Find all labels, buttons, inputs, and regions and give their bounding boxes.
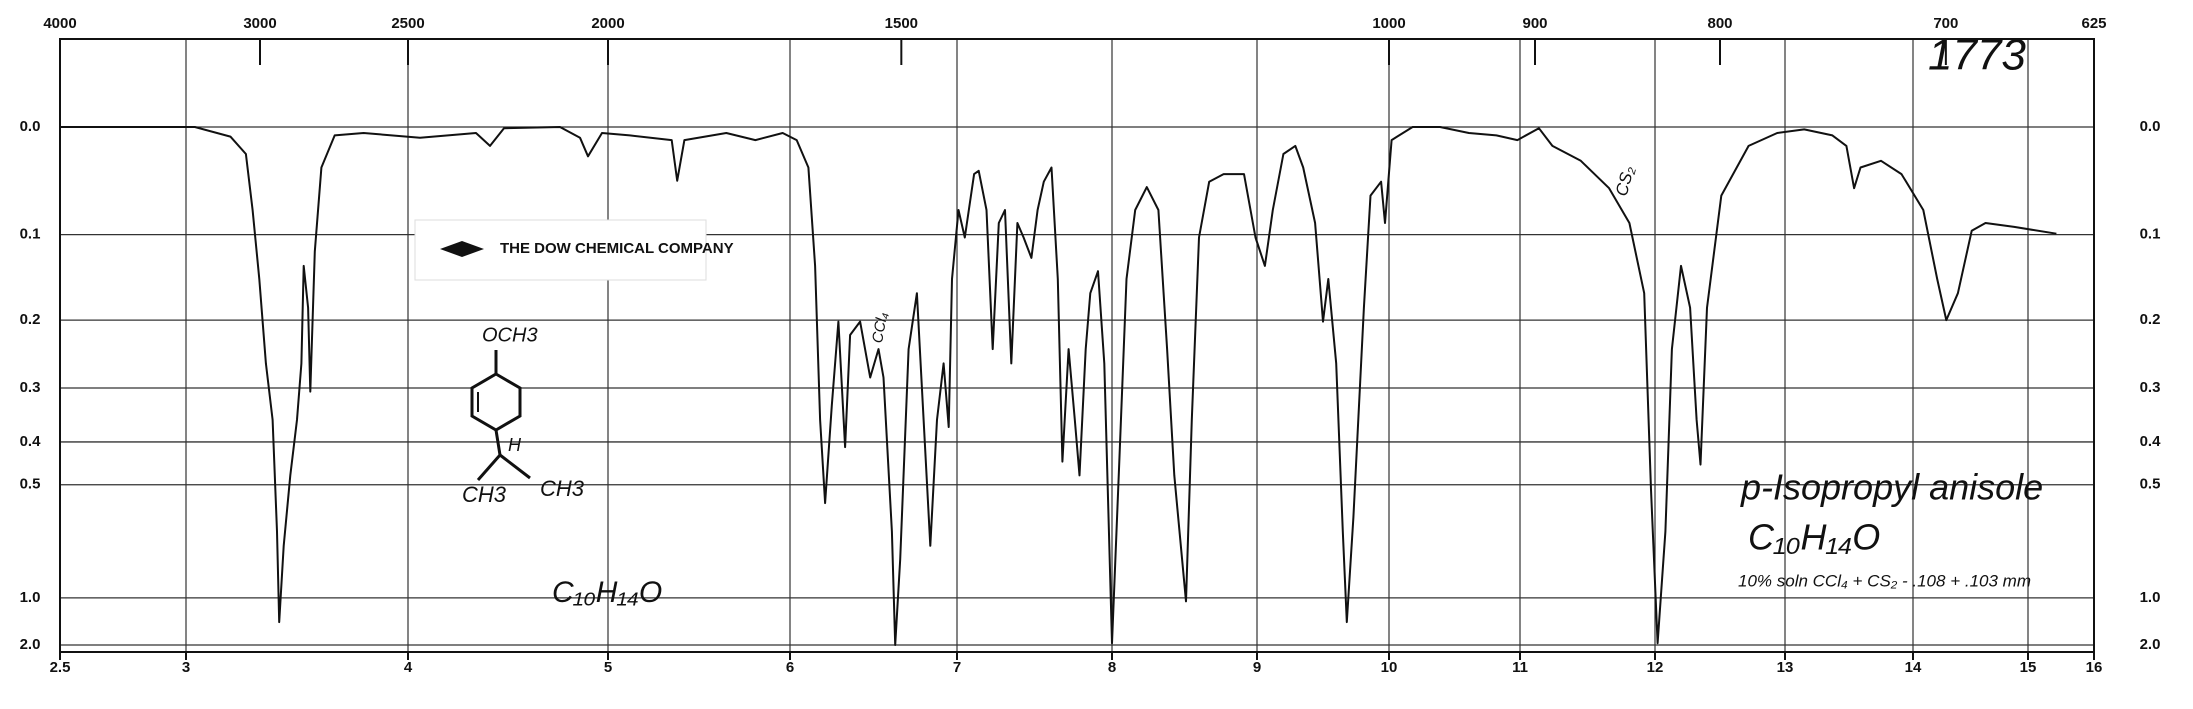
x2-tick-label: 900	[1522, 15, 1547, 32]
y-tick-label: 1.0	[20, 589, 41, 606]
y-tick-label: 0.5	[20, 476, 41, 493]
x2-tick-label: 3000	[243, 15, 276, 32]
y-tick-label: 0.2	[20, 311, 41, 328]
x2-tick-label: 625	[2081, 15, 2106, 32]
y2-tick-label: 0.0	[2140, 118, 2161, 135]
y-tick-label: 0.4	[20, 433, 42, 450]
x-tick-label: 12	[1647, 659, 1664, 676]
y2-tick-label: 1.0	[2140, 589, 2161, 606]
spectrum-line	[60, 126, 2057, 646]
x-tick-label: 9	[1253, 659, 1261, 676]
y2-tick-label: 0.3	[2140, 379, 2161, 396]
x2-tick-label: 1000	[1372, 15, 1405, 32]
y-tick-label: 2.0	[20, 636, 41, 653]
x-tick-label: 6	[786, 659, 794, 676]
logo-diamond	[440, 241, 484, 257]
annotation: C₁₀H₁₄O	[1748, 517, 1880, 558]
x2-tick-label: 1500	[885, 15, 918, 32]
annotation: OCH3	[482, 324, 538, 346]
x-tick-label: 15	[2020, 659, 2037, 676]
y2-tick-label: 2.0	[2140, 636, 2161, 653]
bond	[499, 453, 531, 480]
x2-tick-label: 2000	[591, 15, 624, 32]
x-tick-label: 8	[1108, 659, 1116, 676]
x2-tick-label: 4000	[43, 15, 76, 32]
annotation: 10% soln CCl₄ + CS₂ - .108 + .103 mm	[1738, 571, 2031, 590]
benzene-ring	[470, 372, 522, 432]
x-tick-label: 7	[953, 659, 961, 676]
x-tick-label: 14	[1905, 659, 1922, 676]
x-tick-label: 13	[1777, 659, 1794, 676]
x2-tick-label: 2500	[391, 15, 424, 32]
annotation: H	[508, 435, 522, 455]
annotation: 1773	[1928, 31, 2026, 80]
x-tick-label: 3	[182, 659, 190, 676]
y2-tick-label: 0.4	[2140, 433, 2162, 450]
plot-frame	[59, 38, 2095, 653]
compound-name: p-Isopropyl anisole	[1740, 467, 2043, 508]
y2-tick-label: 0.5	[2140, 476, 2161, 493]
x-tick-label: 11	[1512, 659, 1528, 676]
x-tick-label: 16	[2086, 659, 2103, 676]
y-tick-label: 0.1	[20, 226, 41, 243]
annotation: CH3	[462, 482, 507, 507]
x2-tick-label: 800	[1707, 15, 1732, 32]
y2-tick-label: 0.1	[2140, 226, 2161, 243]
annotation: CCl₄	[869, 311, 891, 344]
x-tick-label: 10	[1381, 659, 1398, 676]
annotation: C₁₀H₁₄O	[552, 576, 662, 609]
bond	[476, 454, 502, 481]
y-tick-label: 0.0	[20, 118, 41, 135]
x-tick-label: 2.5	[50, 659, 71, 676]
annotation: CH3	[540, 476, 585, 501]
x-tick-label: 5	[604, 659, 612, 676]
bond	[494, 429, 502, 456]
x-tick-label: 4	[404, 659, 413, 676]
annotation: THE DOW CHEMICAL COMPANY	[500, 240, 734, 257]
x2-tick-label: 700	[1933, 15, 1958, 32]
y2-tick-label: 0.2	[2140, 311, 2161, 328]
y-tick-label: 0.3	[20, 379, 41, 396]
